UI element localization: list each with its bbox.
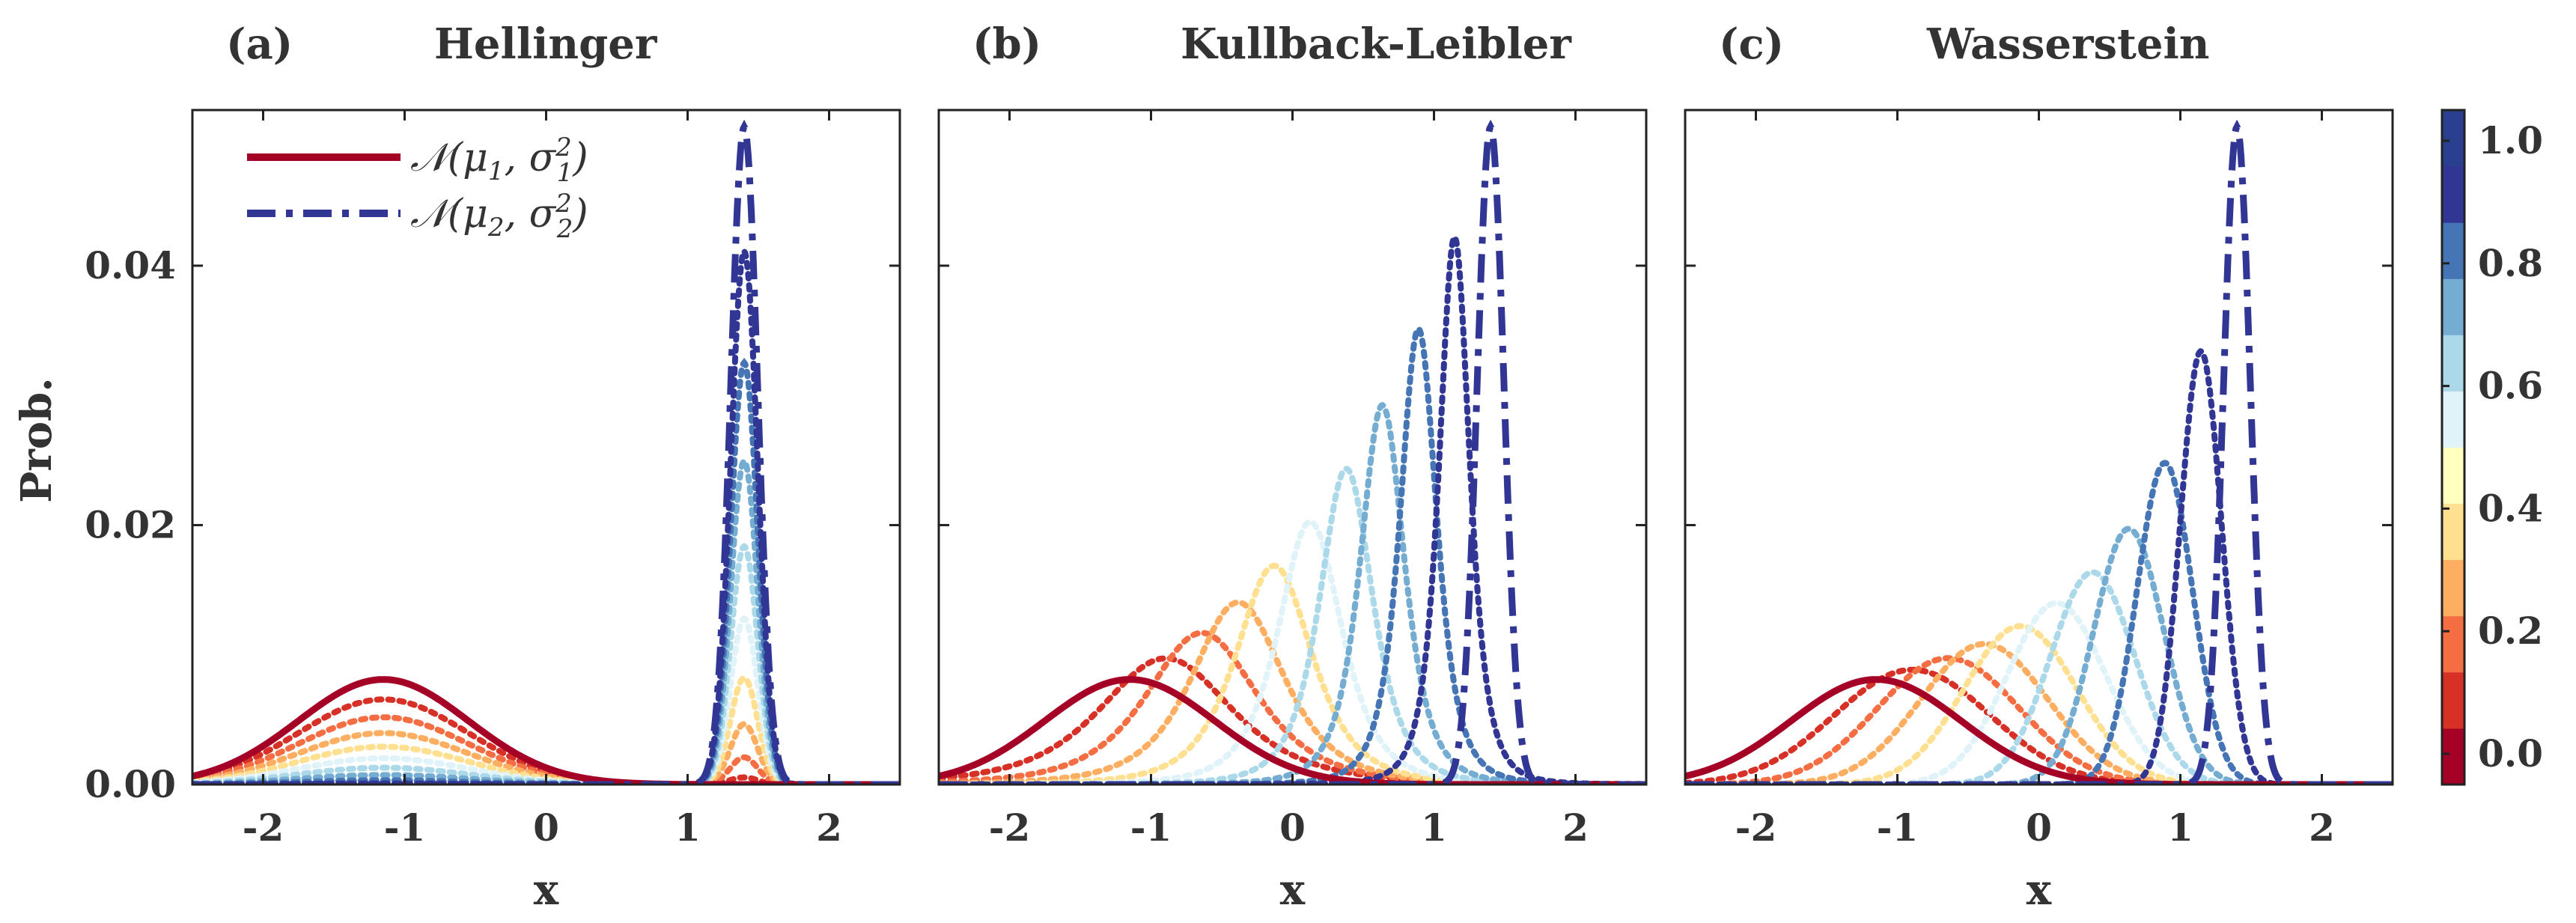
colorbar-segment	[2442, 222, 2464, 279]
panel-label: (b)	[972, 19, 1041, 69]
colorbar-tick-label: 1.0	[2478, 118, 2543, 162]
y-axis-label: Prob.	[12, 377, 61, 503]
y-tick-label: 0.04	[85, 243, 176, 287]
colorbar-segment	[2442, 110, 2464, 167]
x-tick-label: 2	[1562, 805, 1589, 850]
x-tick-label: 0	[1279, 805, 1306, 850]
series-n1-curve	[939, 676, 1646, 785]
interp-curve-t0.8	[1685, 460, 2393, 785]
x-tick-label: -1	[384, 805, 426, 850]
colorbar: 0.0 0.2 0.4 0.6 0.8 1.0	[2440, 109, 2543, 786]
y-tick-label: 0.00	[85, 762, 176, 806]
colorbar-segment	[2442, 615, 2464, 673]
x-tick-label: 2	[2309, 805, 2335, 850]
curves	[1685, 119, 2393, 785]
x-tick-label: -2	[243, 805, 284, 850]
colorbar-segment	[2442, 728, 2464, 785]
legend-label-1: 𝒩(μ1, σ2 1)	[410, 132, 588, 188]
series-n2-curve	[192, 119, 900, 785]
colorbar-segment	[2442, 671, 2464, 729]
colorbar-tick-label: 0.0	[2478, 731, 2543, 776]
interp-curve-t0.3	[1685, 641, 2393, 785]
colorbar-segment	[2442, 335, 2464, 392]
interp-curve-t0.5	[1685, 600, 2393, 785]
colorbar-segment	[2442, 391, 2464, 448]
panels: (a) Hellinger -2 -1 0 1 2 x 0.00 0.02 0.04 (b) Kullb…	[85, 19, 2394, 915]
series-n2-curve	[939, 119, 1646, 785]
interp-curve-t0.1	[1685, 666, 2393, 785]
x-tick-label: 1	[675, 805, 701, 850]
colorbar-segment	[2442, 278, 2464, 335]
x-tick-label: 0	[533, 805, 559, 850]
curves	[939, 119, 1646, 785]
panel-label: (a)	[226, 19, 293, 69]
panel-title: Kullback-Leibler	[1181, 19, 1572, 69]
x-axis-label: x	[1280, 865, 1306, 915]
interp-curve-t0.6	[1685, 569, 2393, 785]
interp-curve-t0.9	[192, 246, 900, 785]
y-tick-label: 0.02	[85, 502, 176, 546]
panel-wasserstein: (c) Wasserstein -2 -1 0 1 2 x	[1684, 19, 2394, 915]
colorbar-tick-label: 0.4	[2478, 486, 2543, 530]
colorbar-segment	[2442, 559, 2464, 617]
legend-label-2: 𝒩(μ2, σ2 2)	[410, 189, 588, 244]
x-tick-label: 0	[2026, 805, 2052, 850]
panel-hellinger: (a) Hellinger -2 -1 0 1 2 x 0.00 0.02 0.04	[85, 19, 901, 915]
series-n2-curve	[1685, 119, 2393, 785]
colorbar-frame	[2440, 109, 2466, 786]
interp-curve-t0.5	[192, 615, 900, 785]
colorbar-segment	[2442, 503, 2464, 561]
colorbar-tick-label: 0.6	[2478, 364, 2543, 408]
x-axis-label: x	[2027, 865, 2052, 915]
interp-curve-t0.6	[192, 543, 900, 785]
panel-kl: (b) Kullback-Leibler -2 -1 0 1 2 x	[937, 19, 1648, 915]
x-tick-label: -1	[1130, 805, 1172, 850]
x-tick-label: 1	[2167, 805, 2193, 850]
x-tick-label: -1	[1877, 805, 1919, 850]
interp-curve-t0.2	[1685, 655, 2393, 785]
x-tick-label: 2	[816, 805, 842, 850]
colorbar-tick-label: 0.2	[2478, 609, 2543, 653]
plot-frame	[1684, 109, 2394, 786]
panel-title: Wasserstein	[1926, 19, 2210, 69]
series-n1-curve	[192, 676, 900, 785]
colorbar-tick-label: 0.8	[2478, 241, 2543, 285]
plot-frame	[937, 109, 1648, 786]
interp-curve-t0.5	[939, 518, 1646, 785]
x-tick-label: -2	[1735, 805, 1777, 850]
x-axis-label: x	[534, 865, 559, 915]
colorbar-segment	[2442, 166, 2464, 223]
series-n1-curve	[1685, 676, 2393, 785]
interp-curve-t0.7	[1685, 526, 2393, 785]
legend: 𝒩(μ1, σ2 1)𝒩(μ2, σ2 2)	[247, 132, 588, 244]
panel-label: (c)	[1719, 19, 1784, 69]
x-tick-label: 1	[1421, 805, 1447, 850]
panel-title: Hellinger	[434, 19, 658, 69]
interp-curve-t0.9	[939, 233, 1646, 785]
interp-curve-t0.2	[939, 630, 1646, 785]
interp-curve-t0.4	[1685, 623, 2393, 785]
colorbar-segment	[2442, 447, 2464, 505]
x-tick-label: -2	[989, 805, 1031, 850]
